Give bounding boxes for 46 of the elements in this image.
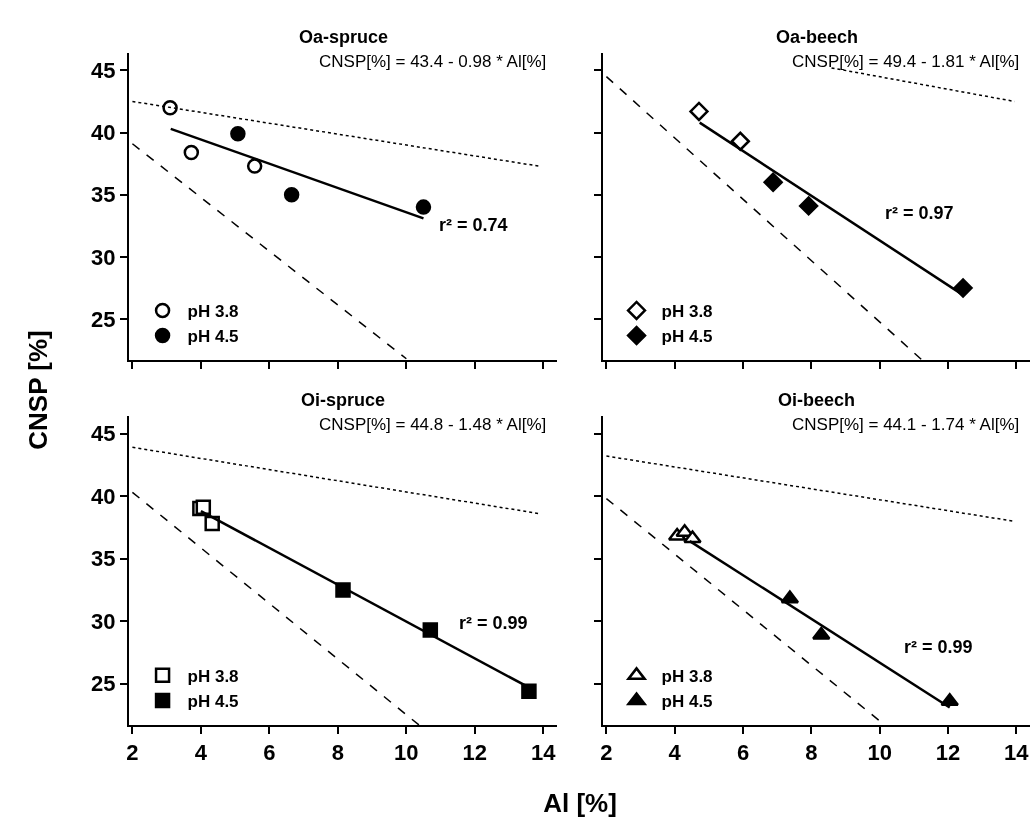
annotation: r² = 0.97	[885, 203, 954, 223]
x-tick-label: 4	[668, 740, 682, 766]
x-tick-label: 14	[1004, 740, 1030, 766]
x-tick-label: 12	[462, 740, 488, 766]
annotation: CNSP[%] = 49.4 - 1.81 * Al[%]	[792, 52, 1020, 71]
y-tick-label: 35	[91, 182, 116, 208]
y-tick-label: 30	[91, 244, 116, 270]
x-tick-label: 14	[531, 740, 557, 766]
x-tick-label: 8	[805, 740, 818, 766]
y-tick-label: 30	[91, 608, 116, 634]
legend-label: pH 4.5	[187, 692, 239, 712]
x-tick-label: 10	[867, 740, 892, 766]
legend-label: pH 3.8	[187, 667, 239, 686]
y-tick-label: 45	[91, 421, 116, 447]
y-tick-label: 45	[91, 58, 116, 84]
legend-label: pH 3.8	[661, 667, 713, 686]
annotation: r² = 0.99	[904, 637, 973, 657]
legend-label: pH 4.5	[187, 327, 239, 347]
x-tick-label: 8	[331, 740, 344, 766]
x-tick-label: 4	[194, 740, 208, 766]
legend-label: pH 3.8	[187, 302, 239, 322]
x-tick-label: 10	[394, 740, 419, 766]
legend-label: pH 3.8	[661, 302, 713, 322]
y-axis-title: CNSP [%]	[22, 330, 54, 450]
legend-label: pH 4.5	[661, 327, 713, 347]
x-tick-label: 6	[263, 740, 276, 766]
y-tick-label: 35	[91, 546, 116, 572]
x-tick-label: 2	[126, 740, 139, 766]
y-tick-label: 25	[91, 306, 116, 332]
x-axis-title: Al [%]	[543, 787, 617, 819]
x-tick-label: 2	[600, 740, 613, 766]
y-tick-label: 40	[91, 120, 116, 146]
annotation: CNSP[%] = 44.8 - 1.48 * Al[%]	[319, 415, 547, 434]
chart-title: Oi-beech	[778, 390, 856, 410]
annotation: CNSP[%] = 43.4 - 0.98 * Al[%]	[319, 52, 547, 71]
annotation: CNSP[%] = 44.1 - 1.74 * Al[%]	[792, 415, 1020, 434]
y-tick-label: 40	[91, 483, 116, 509]
annotation: r² = 0.74	[439, 215, 508, 235]
chart-title: Oa-spruce	[299, 27, 389, 47]
x-tick-label: 6	[736, 740, 750, 766]
y-tick-label: 25	[91, 671, 116, 697]
x-tick-label: 12	[935, 740, 961, 766]
legend-label: pH 4.5	[661, 692, 713, 712]
chart-title: Oa-beech	[776, 27, 859, 47]
annotation: r² = 0.99	[459, 613, 528, 633]
chart-title: Oi-spruce	[301, 390, 386, 410]
